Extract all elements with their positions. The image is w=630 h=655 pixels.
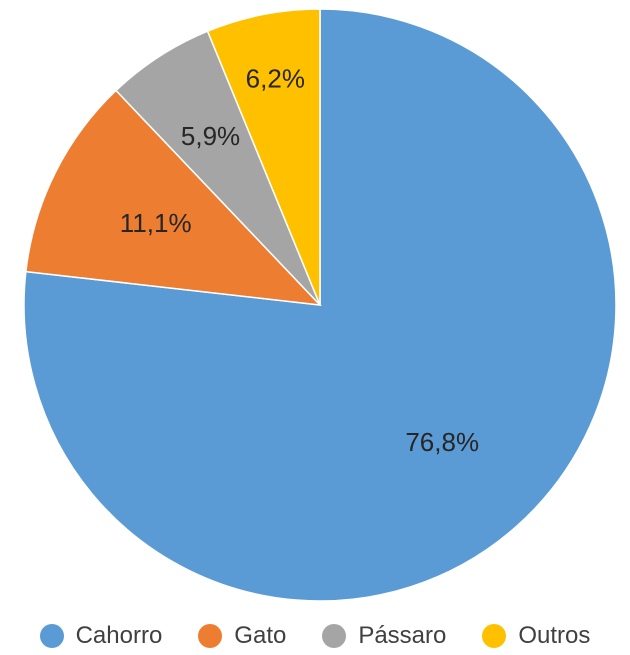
pie-slice-gato xyxy=(25,89,322,306)
legend-swatch-outros xyxy=(482,624,507,648)
pie-chart-plot: 76,8% 11,1% 5,9%6,2% xyxy=(23,8,617,602)
legend-item-cahorro: Cahorro xyxy=(39,622,163,650)
data-label-gato: 11,1% xyxy=(120,208,192,238)
pie-slice-outros xyxy=(206,8,321,306)
legend-label-gato: Gato xyxy=(234,622,287,649)
data-label-passaro: 5,9% xyxy=(181,121,240,151)
legend-item-gato: Gato xyxy=(198,622,286,650)
legend-label-outros: Outros xyxy=(518,622,591,649)
legend-swatch-cahorro xyxy=(39,624,64,648)
legend-item-passaro: Pássaro xyxy=(322,622,446,650)
legend-label-cahorro: Cahorro xyxy=(75,622,163,649)
legend-swatch-gato xyxy=(198,624,223,648)
data-label-outros: 6,2% xyxy=(246,63,305,93)
data-label-cahorro: 76,8% xyxy=(405,427,479,457)
pie-slice-cahorro xyxy=(23,8,617,602)
legend-item-outros: Outros xyxy=(482,622,590,650)
chart-legend: Cahorro Gato Pássaro Outros xyxy=(0,618,630,654)
legend-swatch-passaro xyxy=(322,624,347,648)
legend-label-passaro: Pássaro xyxy=(358,622,447,649)
